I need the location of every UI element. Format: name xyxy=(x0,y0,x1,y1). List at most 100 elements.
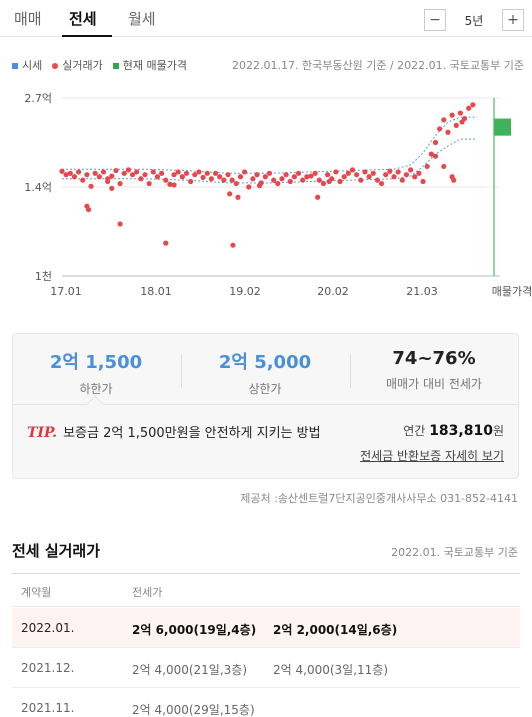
section-source: 2022.01. 국토교통부 기준 xyxy=(391,546,518,559)
row-month: 2022.01. xyxy=(21,621,75,635)
transaction-point xyxy=(200,174,206,181)
transaction-point xyxy=(262,174,268,180)
transaction-point xyxy=(366,174,372,180)
transaction-point xyxy=(92,170,98,176)
current-listing-range xyxy=(494,118,511,136)
chart-legend: 시세 실거래가 현재 매물가격 xyxy=(12,57,187,73)
transaction-point xyxy=(134,169,140,175)
transaction-point xyxy=(428,151,434,157)
active-tab-indicator xyxy=(62,35,112,37)
table-row[interactable]: 2022.01. 2억 6,000(19일,4층) 2억 2,000(14일,6… xyxy=(12,608,520,648)
transaction-point xyxy=(441,117,447,123)
high-price-stat: 2억 5,000 상한가 xyxy=(182,348,348,397)
transaction-point xyxy=(221,177,227,183)
transaction-point xyxy=(441,163,447,170)
transaction-point xyxy=(117,180,123,187)
transaction-point xyxy=(304,174,310,180)
transaction-point xyxy=(370,170,376,176)
tab-monthly[interactable]: 월세 xyxy=(128,10,156,28)
legend-market: 시세 xyxy=(12,57,42,73)
tip-text: TIP. 보증금 2억 1,500만원을 안전하게 지키는 방법 xyxy=(27,425,321,441)
transaction-point xyxy=(325,172,331,178)
transaction-point xyxy=(374,177,380,183)
period-minus-button[interactable]: − xyxy=(424,9,446,31)
transaction-point xyxy=(59,168,65,174)
row-price: 2억 4,000(21일,3층) xyxy=(132,663,248,677)
transaction-point xyxy=(295,170,302,176)
y-tick-label: 1.4억 xyxy=(24,181,52,194)
row-price: 2억 2,000(14일,6층) xyxy=(273,623,398,637)
transaction-point xyxy=(362,169,368,175)
x-tick-label: 18.01 xyxy=(140,285,172,298)
guarantee-link[interactable]: 전세금 반환보증 자세히 보기 xyxy=(360,449,504,463)
transaction-point xyxy=(142,172,148,178)
high-price-label: 상한가 xyxy=(248,382,282,396)
price-summary-card: 2억 1,500 하한가 2억 5,000 상한가 74~76% 매매가 대비 … xyxy=(12,333,519,479)
transaction-point xyxy=(275,180,281,187)
transaction-point xyxy=(453,122,459,128)
period-value: 5년 xyxy=(464,13,484,28)
transaction-point xyxy=(171,182,177,188)
transaction-point xyxy=(212,170,219,176)
transaction-point xyxy=(283,172,289,178)
transaction-point xyxy=(76,169,82,175)
transaction-point xyxy=(466,105,472,111)
transaction-point xyxy=(420,178,426,185)
transaction-point xyxy=(315,194,321,200)
transaction-point xyxy=(333,169,339,175)
transaction-point xyxy=(408,167,414,173)
row-price: 2억 4,000(3일,11층) xyxy=(273,663,389,677)
transaction-point xyxy=(208,176,214,182)
transaction-point xyxy=(291,174,297,180)
tab-jeonse[interactable]: 전세 xyxy=(69,10,97,28)
x-tick-label: 17.01 xyxy=(50,285,82,298)
transaction-point xyxy=(424,163,430,170)
ratio-value: 74~76% xyxy=(392,348,476,369)
annual-fee: 연간 183,810원 xyxy=(403,423,504,439)
transaction-point xyxy=(230,242,236,248)
transaction-point xyxy=(146,180,152,187)
x-tick-label: 매물가격 xyxy=(492,285,532,298)
transaction-point xyxy=(395,169,401,175)
transaction-point xyxy=(159,170,165,176)
transaction-point xyxy=(196,169,202,175)
square-icon xyxy=(12,63,18,69)
market-price-lower-line xyxy=(62,138,477,184)
transaction-point xyxy=(358,177,364,183)
table-row[interactable]: 2021.11. 2억 4,000(29일,15층) xyxy=(12,688,520,717)
table-row[interactable]: 2021.12. 2억 4,000(21일,3층) 2억 4,000(3일,11… xyxy=(12,648,520,688)
transaction-point xyxy=(138,176,144,182)
transaction-point xyxy=(237,174,244,180)
transaction-point xyxy=(84,172,90,178)
transaction-point xyxy=(117,221,123,227)
period-selector: − 5년 + xyxy=(424,8,524,32)
transaction-point xyxy=(279,176,285,182)
transaction-point xyxy=(250,176,256,182)
transaction-point xyxy=(85,206,92,213)
transaction-point xyxy=(254,172,260,178)
divider xyxy=(181,354,182,388)
transaction-point xyxy=(150,169,156,175)
transaction-point xyxy=(470,102,476,108)
section-title: 전세 실거래가 xyxy=(12,542,101,560)
transaction-point xyxy=(256,183,263,189)
row-price: 2억 4,000(29일,15층) xyxy=(132,703,255,717)
transaction-point xyxy=(432,139,439,146)
transaction-point xyxy=(349,167,356,173)
period-plus-button[interactable]: + xyxy=(502,9,524,31)
x-tick-label: 21.03 xyxy=(406,285,438,298)
low-price-value: 2억 1,500 xyxy=(49,352,143,373)
row-price: 2억 6,000(19일,4층) xyxy=(132,623,257,637)
x-tick-label: 19.02 xyxy=(229,285,261,298)
y-tick-label: 1천 xyxy=(35,269,52,283)
market-price-upper-line xyxy=(62,116,477,174)
transaction-point xyxy=(387,168,393,174)
ratio-stat: 74~76% 매매가 대비 전세가 xyxy=(351,348,517,392)
transaction-point xyxy=(121,170,127,176)
transaction-point xyxy=(179,174,185,180)
transaction-point xyxy=(341,174,347,180)
provider-info: 제공처 :송산센트럴7단지공인중개사사무소 031-852-4141 xyxy=(240,492,518,505)
transaction-point xyxy=(326,178,332,185)
legend-transactions: 실거래가 xyxy=(52,57,103,73)
tab-sale[interactable]: 매매 xyxy=(14,10,42,28)
